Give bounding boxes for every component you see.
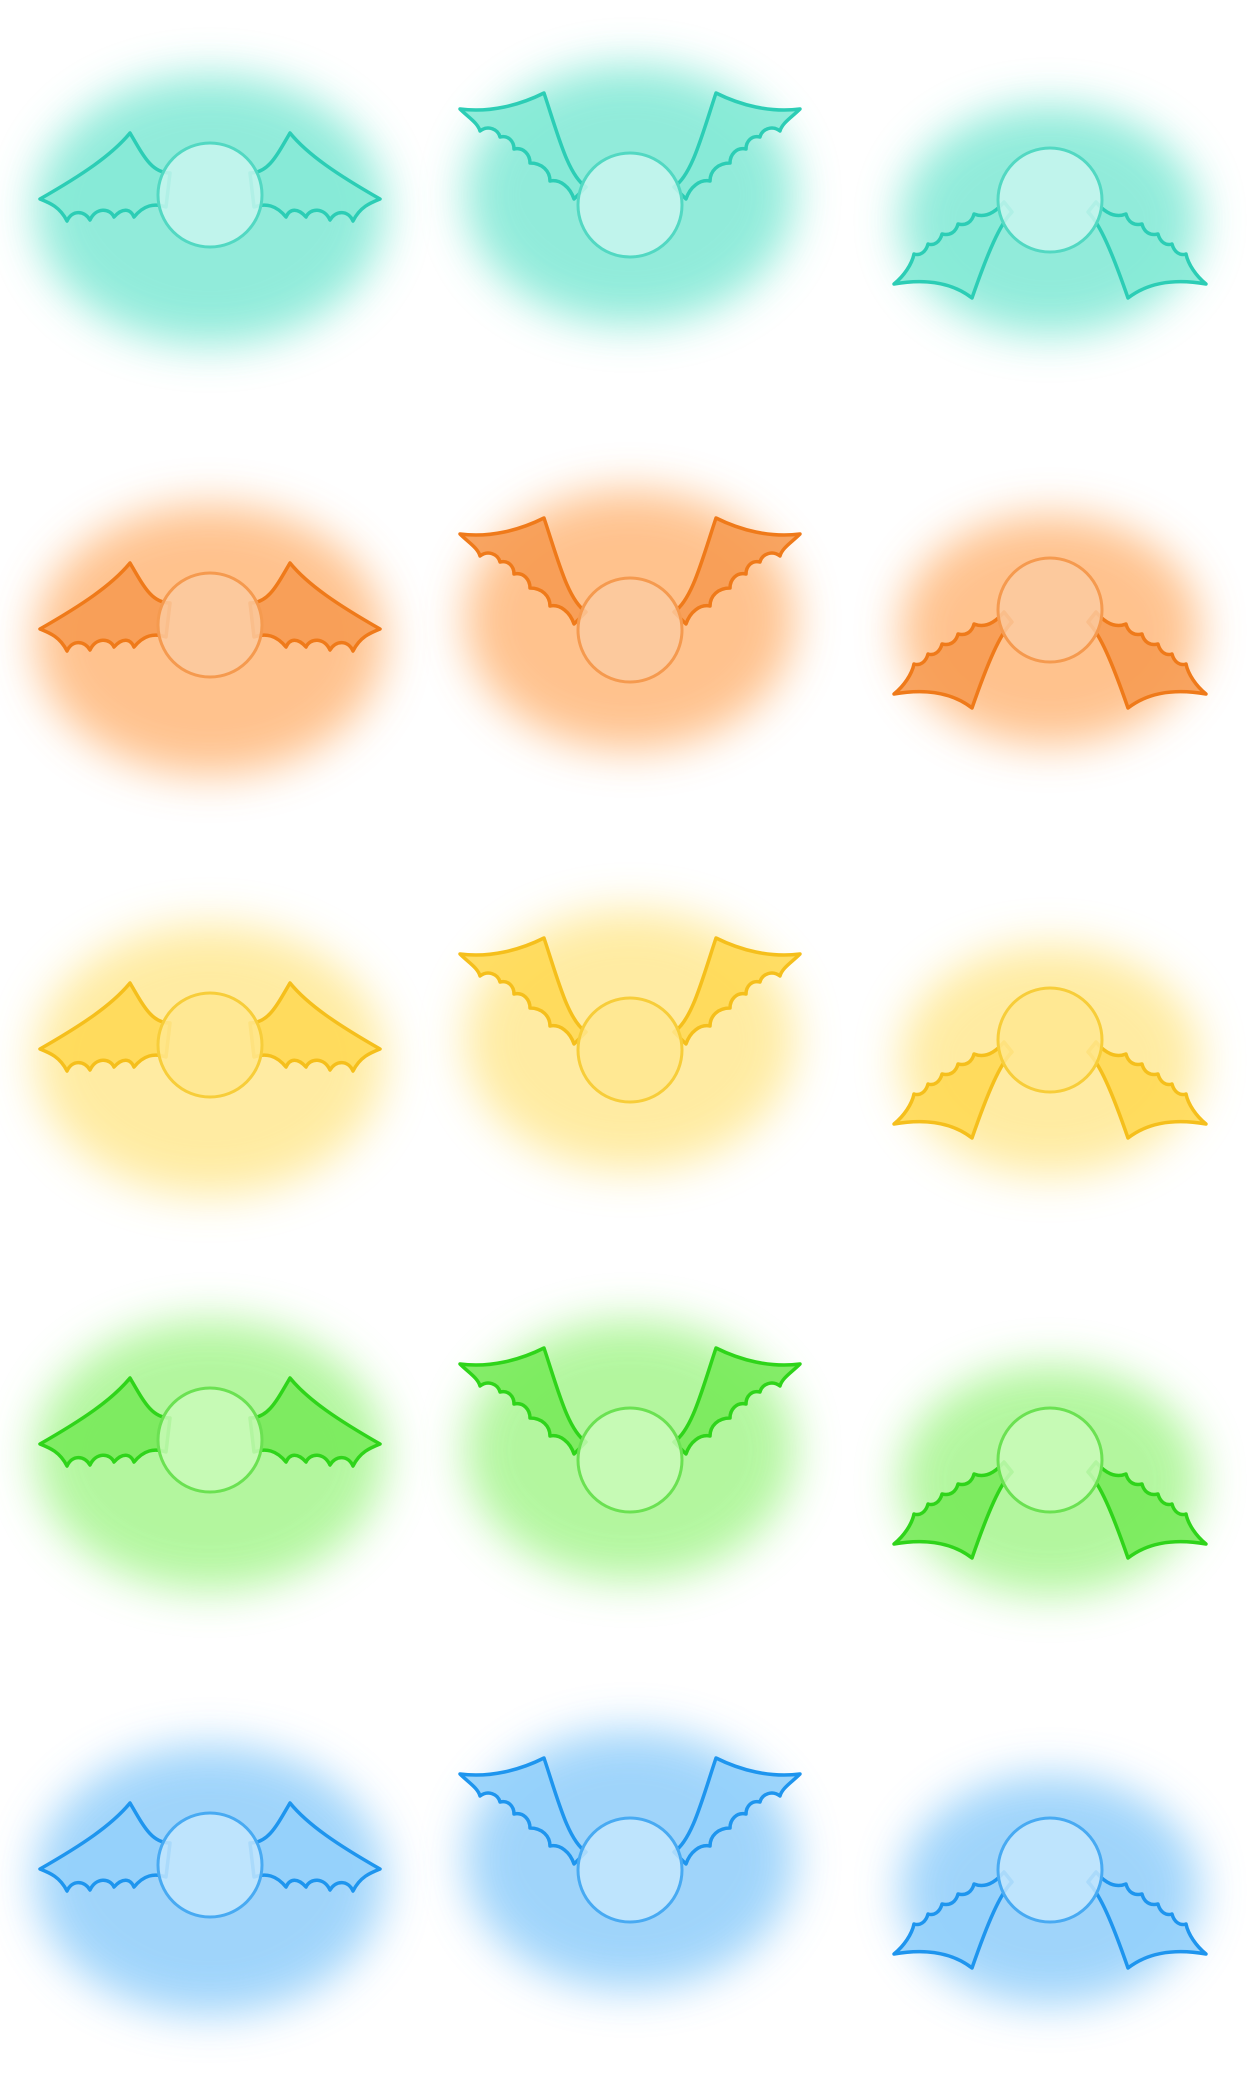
- wing-left: [458, 516, 588, 626]
- wing-left: [38, 131, 172, 223]
- orb: [576, 996, 684, 1104]
- bat-wing-orb-green-wings-lowered: [892, 1365, 1208, 1595]
- wing-left: [892, 1040, 1014, 1140]
- wing-left: [458, 91, 588, 201]
- wing-right: [672, 516, 802, 626]
- wing-right: [1086, 200, 1208, 300]
- wing-right: [248, 561, 382, 653]
- wing-right: [1086, 1040, 1208, 1140]
- orb: [156, 141, 264, 249]
- orb: [996, 1406, 1104, 1514]
- wing-right: [672, 936, 802, 1046]
- bat-wing-orb-orange-wings-raised: [458, 490, 802, 750]
- bat-wing-orb-yellow-wings-lowered: [892, 945, 1208, 1175]
- wing-left: [458, 1756, 588, 1866]
- bat-wing-orb-blue-wings-lowered: [892, 1775, 1208, 2005]
- orb: [576, 576, 684, 684]
- orb: [996, 1816, 1104, 1924]
- orb: [996, 146, 1104, 254]
- orb: [576, 1406, 684, 1514]
- wing-left: [38, 561, 172, 653]
- orb: [156, 1386, 264, 1494]
- bat-wing-orb-cyan-wings-raised: [458, 65, 802, 325]
- bat-wing-orb-orange-wings-spread: [35, 505, 385, 775]
- wing-right: [248, 1376, 382, 1468]
- bat-wing-orb-cyan-wings-spread: [35, 75, 385, 345]
- orb: [156, 571, 264, 679]
- bat-wing-orb-green-wings-raised: [458, 1320, 802, 1580]
- wing-right: [1086, 610, 1208, 710]
- bat-wing-orb-blue-wings-raised: [458, 1730, 802, 1990]
- wing-right: [248, 131, 382, 223]
- wing-right: [248, 1801, 382, 1893]
- bat-wing-orb-cyan-wings-lowered: [892, 105, 1208, 335]
- wing-right: [672, 1756, 802, 1866]
- wing-left: [458, 1346, 588, 1456]
- orb: [576, 151, 684, 259]
- orb: [576, 1816, 684, 1924]
- bat-wing-orb-green-wings-spread: [35, 1320, 385, 1590]
- wing-right: [248, 981, 382, 1073]
- bat-wing-orb-blue-wings-spread: [35, 1745, 385, 2015]
- orb: [996, 556, 1104, 664]
- bat-wing-orb-yellow-wings-spread: [35, 925, 385, 1195]
- bat-wing-orb-yellow-wings-raised: [458, 910, 802, 1170]
- wing-right: [672, 1346, 802, 1456]
- wing-left: [892, 1460, 1014, 1560]
- orb: [156, 1811, 264, 1919]
- wing-left: [38, 1801, 172, 1893]
- orb: [156, 991, 264, 1099]
- wing-right: [672, 91, 802, 201]
- orb: [996, 986, 1104, 1094]
- wing-left: [38, 1376, 172, 1468]
- bat-wing-orb-orange-wings-lowered: [892, 515, 1208, 745]
- wing-right: [1086, 1870, 1208, 1970]
- wing-left: [458, 936, 588, 1046]
- wing-left: [38, 981, 172, 1073]
- wing-left: [892, 610, 1014, 710]
- wing-left: [892, 1870, 1014, 1970]
- wing-left: [892, 200, 1014, 300]
- wing-right: [1086, 1460, 1208, 1560]
